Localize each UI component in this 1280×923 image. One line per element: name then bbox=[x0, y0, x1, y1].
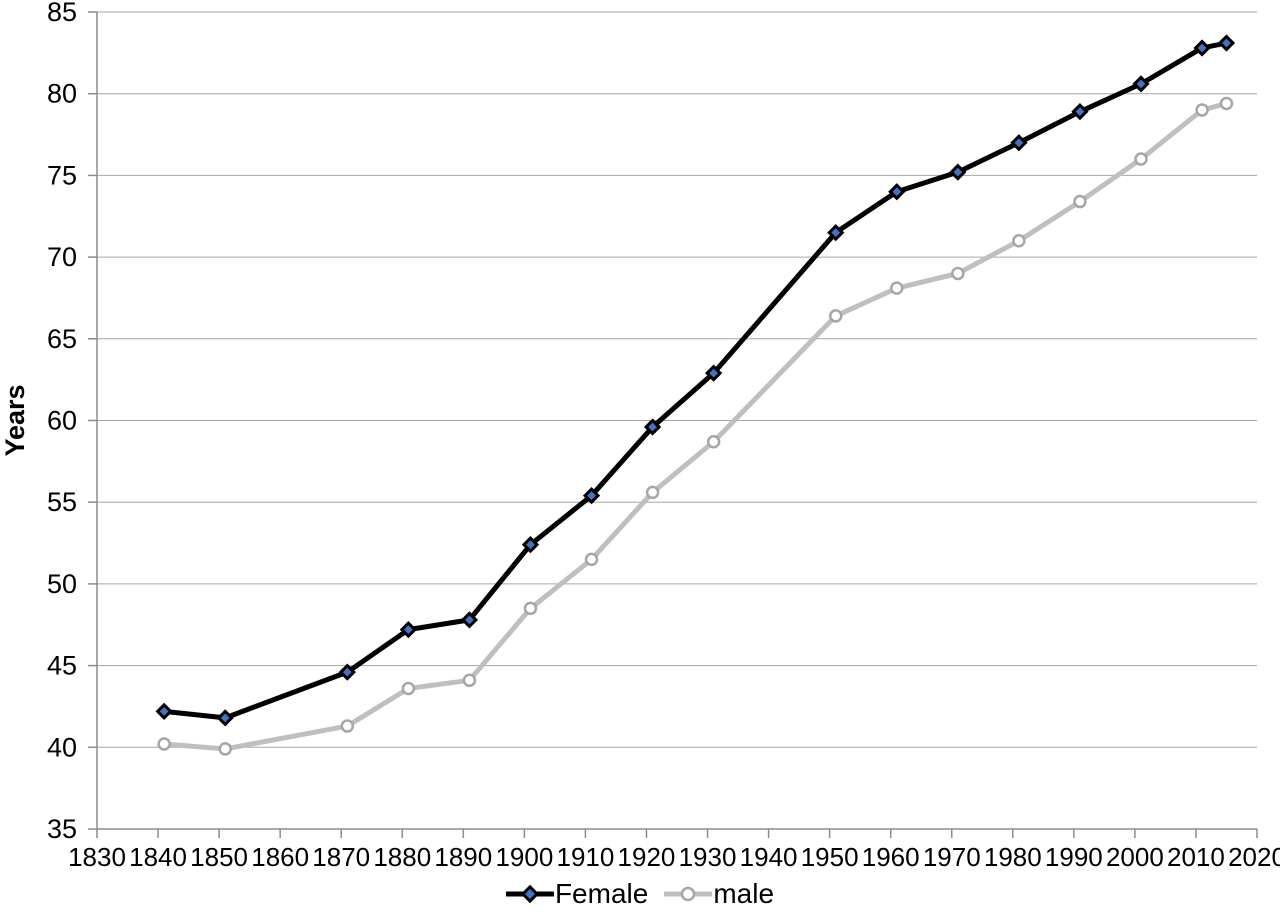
female-data-point bbox=[1071, 103, 1089, 121]
male-data-point bbox=[828, 309, 843, 323]
x-tick-label: 1900 bbox=[495, 842, 553, 870]
male-data-point bbox=[645, 485, 660, 500]
y-tick-label: 45 bbox=[47, 651, 77, 681]
x-tick-label: 2010 bbox=[1167, 842, 1225, 870]
female-data-point bbox=[643, 418, 662, 436]
female-data-point bbox=[1132, 75, 1150, 93]
female-data-point bbox=[582, 487, 601, 505]
male-series-marker-icon bbox=[664, 886, 713, 902]
male-data-point bbox=[1073, 194, 1087, 209]
y-tick-label: 75 bbox=[47, 160, 77, 190]
y-tick-label: 80 bbox=[47, 79, 77, 109]
y-tick-label: 65 bbox=[47, 324, 77, 354]
male-data-point bbox=[584, 552, 599, 567]
male-data-point bbox=[218, 742, 232, 756]
legend-label-female: Female bbox=[554, 878, 649, 909]
legend-label-male: male bbox=[713, 878, 775, 909]
chart-legend: Female male bbox=[0, 870, 1280, 923]
male-data-point bbox=[706, 434, 721, 449]
x-tick-label: 1990 bbox=[1045, 842, 1103, 870]
x-tick-label: 1950 bbox=[801, 842, 859, 870]
x-tick-label: 1830 bbox=[68, 842, 126, 870]
female-data-point bbox=[399, 621, 417, 639]
female-data-point bbox=[1193, 39, 1211, 57]
male-data-point bbox=[1012, 234, 1026, 248]
y-tick-label: 70 bbox=[47, 242, 77, 272]
y-tick-label: 85 bbox=[47, 0, 77, 27]
male-data-point bbox=[523, 601, 538, 616]
x-tick-label: 1980 bbox=[984, 842, 1042, 870]
x-tick-label: 1870 bbox=[312, 842, 370, 870]
female-data-point bbox=[1010, 134, 1028, 152]
male-data-point bbox=[462, 673, 477, 688]
female-data-point bbox=[155, 702, 173, 720]
x-tick-label: 2000 bbox=[1106, 842, 1164, 870]
x-tick-label: 1840 bbox=[129, 842, 187, 870]
x-tick-label: 1970 bbox=[923, 842, 981, 870]
female-series-marker-icon bbox=[505, 884, 554, 904]
legend-item-female: Female bbox=[505, 878, 649, 909]
female-data-point bbox=[949, 163, 967, 181]
y-tick-label: 50 bbox=[47, 569, 77, 599]
male-data-point bbox=[340, 719, 355, 733]
female-data-point bbox=[338, 663, 356, 681]
female-data-point bbox=[216, 709, 234, 727]
y-tick-label: 55 bbox=[47, 487, 77, 517]
male-data-point bbox=[951, 266, 965, 281]
male-data-point bbox=[1134, 152, 1148, 166]
male-data-point bbox=[1195, 103, 1209, 117]
male-data-point bbox=[401, 681, 416, 696]
x-tick-label: 1860 bbox=[251, 842, 309, 870]
x-tick-label: 1940 bbox=[740, 842, 798, 870]
female-data-point bbox=[888, 183, 906, 201]
male-data-point bbox=[890, 281, 904, 295]
x-tick-label: 1880 bbox=[373, 842, 431, 870]
x-tick-label: 1920 bbox=[618, 842, 676, 870]
x-tick-label: 1850 bbox=[190, 842, 248, 870]
female-data-point bbox=[705, 364, 723, 382]
x-tick-label: 1930 bbox=[679, 842, 737, 870]
male-data-point bbox=[157, 737, 171, 751]
male-data-point bbox=[1219, 96, 1234, 111]
y-tick-label: 35 bbox=[47, 814, 77, 844]
y-axis-title: Years bbox=[0, 384, 30, 456]
legend-item-male: male bbox=[664, 880, 774, 908]
female-data-point bbox=[460, 611, 479, 629]
female-data-point bbox=[521, 536, 540, 554]
y-tick-label: 40 bbox=[47, 732, 77, 762]
female-data-point bbox=[1217, 34, 1236, 52]
x-tick-label: 1910 bbox=[556, 842, 614, 870]
female-data-point bbox=[827, 223, 845, 242]
x-tick-label: 1890 bbox=[434, 842, 492, 870]
y-tick-label: 60 bbox=[47, 406, 77, 436]
x-tick-label: 1960 bbox=[862, 842, 920, 870]
male-series-line bbox=[161, 101, 1229, 752]
female-series-line bbox=[161, 40, 1229, 721]
x-tick-label: 2020 bbox=[1228, 842, 1280, 870]
